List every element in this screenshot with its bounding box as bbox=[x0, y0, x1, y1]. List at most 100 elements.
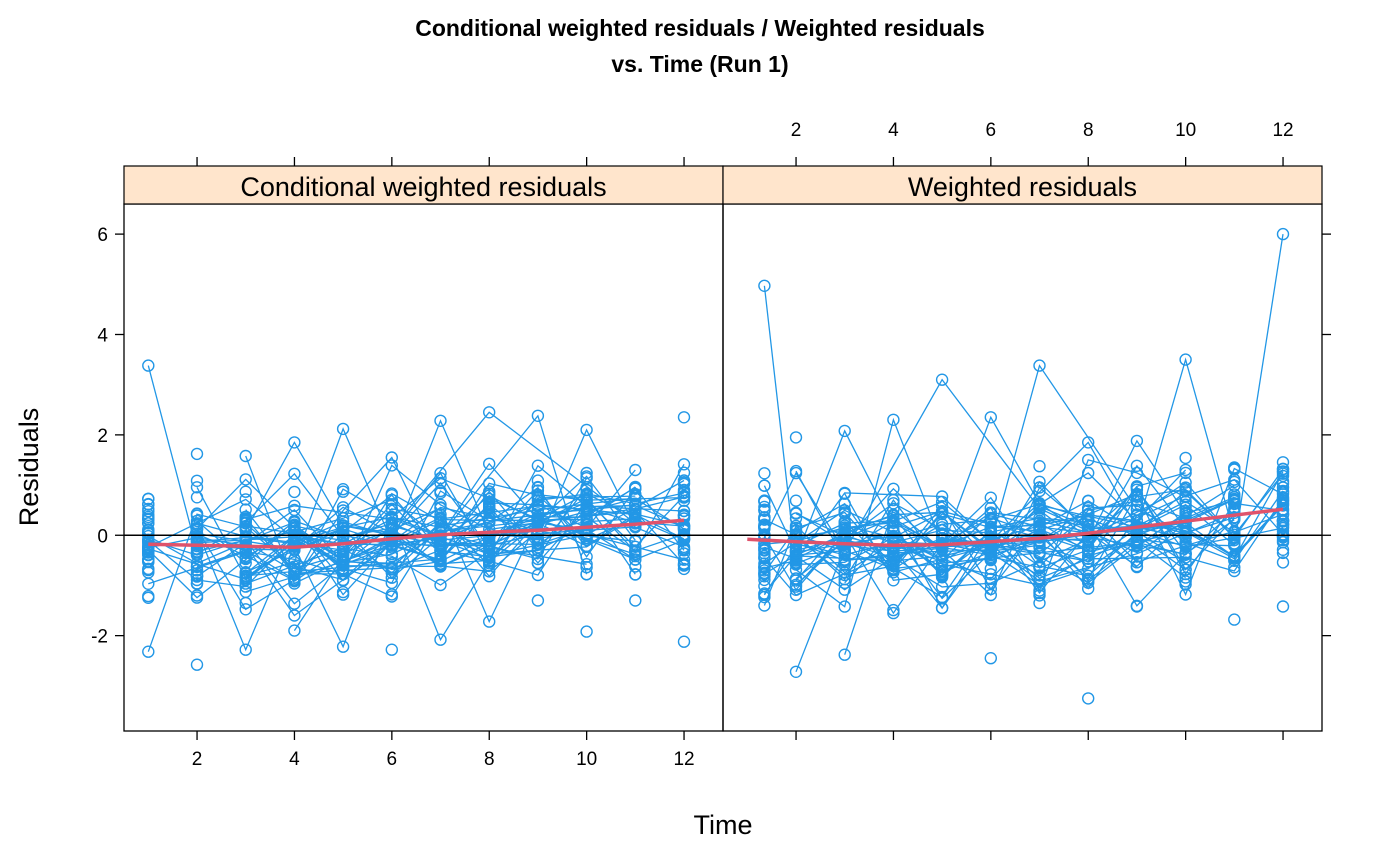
residual-point bbox=[580, 500, 593, 513]
residual-point bbox=[1179, 551, 1192, 564]
residual-point bbox=[239, 517, 252, 530]
residual-point bbox=[288, 436, 301, 449]
residual-point bbox=[483, 559, 496, 572]
residual-point bbox=[758, 479, 771, 492]
residual-point bbox=[758, 518, 771, 531]
residual-point bbox=[336, 483, 350, 496]
residual-point bbox=[1081, 562, 1095, 575]
residual-point bbox=[629, 482, 642, 495]
residual-point bbox=[1228, 539, 1241, 552]
tick-label: 6 bbox=[97, 225, 108, 246]
residual-point bbox=[984, 491, 997, 504]
residual-point bbox=[1033, 578, 1046, 592]
panel-frame bbox=[123, 203, 724, 732]
residual-point bbox=[984, 507, 997, 521]
residual-point bbox=[629, 560, 642, 573]
tick-label: 8 bbox=[484, 749, 495, 770]
residual-point bbox=[1033, 504, 1046, 517]
residual-point bbox=[336, 422, 350, 436]
smooth-trend-line bbox=[747, 507, 1284, 548]
tick-label: 0 bbox=[97, 526, 108, 547]
panel-frame bbox=[722, 203, 1323, 732]
residual-point bbox=[288, 597, 301, 610]
residual-point bbox=[1228, 494, 1241, 507]
residual-point bbox=[239, 552, 252, 566]
residual-point bbox=[1130, 434, 1144, 448]
residual-point bbox=[629, 463, 642, 477]
residual-point bbox=[531, 568, 545, 582]
residual-point bbox=[531, 556, 545, 570]
residual-point bbox=[336, 504, 350, 517]
panel-data-layer bbox=[722, 203, 1323, 732]
residual-point bbox=[434, 498, 447, 511]
residual-point bbox=[758, 587, 771, 600]
residual-point bbox=[887, 574, 900, 587]
residual-point bbox=[1033, 475, 1046, 488]
chart-title-line2: vs. Time (Run 1) bbox=[611, 51, 788, 77]
residual-point bbox=[677, 562, 691, 576]
residual-point bbox=[385, 566, 398, 580]
residual-point bbox=[758, 503, 771, 516]
residual-point bbox=[838, 507, 851, 520]
residual-point bbox=[142, 505, 155, 518]
residual-point bbox=[1276, 491, 1290, 504]
subject-profile-line bbox=[196, 478, 587, 584]
residual-point bbox=[580, 490, 593, 503]
residual-point bbox=[887, 516, 900, 529]
residual-point bbox=[385, 512, 398, 526]
residual-point bbox=[531, 474, 545, 487]
residual-point bbox=[531, 507, 545, 520]
residual-point bbox=[677, 491, 691, 504]
residual-point bbox=[580, 493, 593, 507]
residual-point bbox=[142, 555, 155, 569]
residual-point bbox=[1228, 554, 1241, 567]
residual-point bbox=[629, 548, 642, 561]
residual-point bbox=[935, 373, 949, 386]
residual-point bbox=[1033, 574, 1046, 588]
residual-point bbox=[531, 481, 545, 494]
residual-point bbox=[385, 487, 398, 500]
residual-point bbox=[984, 411, 997, 424]
residual-point bbox=[483, 477, 496, 490]
residual-point bbox=[984, 572, 997, 586]
residual-point bbox=[984, 513, 997, 526]
residual-point bbox=[789, 544, 803, 557]
residual-point bbox=[838, 568, 851, 582]
residual-point bbox=[483, 485, 496, 498]
residual-point bbox=[789, 466, 803, 480]
residual-point bbox=[789, 431, 803, 444]
residual-point bbox=[531, 409, 545, 422]
residual-point bbox=[531, 543, 545, 557]
residual-point bbox=[336, 585, 350, 599]
y-axis-title: Residuals bbox=[14, 408, 44, 527]
residual-point bbox=[580, 558, 593, 571]
residual-point bbox=[239, 577, 252, 590]
residual-point bbox=[758, 513, 771, 526]
residual-point bbox=[142, 492, 155, 506]
residual-point bbox=[239, 574, 252, 587]
residual-point bbox=[1179, 495, 1192, 508]
residual-point bbox=[677, 458, 691, 471]
panel-strip-label: Conditional weighted residuals bbox=[240, 172, 606, 202]
subject-profile-line bbox=[245, 462, 685, 549]
residual-point bbox=[984, 521, 997, 534]
residual-point bbox=[288, 573, 301, 586]
chart-title-line1: Conditional weighted residuals / Weighte… bbox=[415, 15, 985, 41]
residual-point bbox=[758, 279, 771, 292]
residual-point bbox=[1228, 561, 1241, 574]
residual-point bbox=[677, 504, 691, 518]
residual-point bbox=[935, 580, 949, 594]
residual-point bbox=[838, 648, 851, 661]
residual-point bbox=[1081, 508, 1095, 521]
tick-label: 6 bbox=[387, 749, 398, 770]
residual-point bbox=[483, 536, 496, 549]
residual-point bbox=[1130, 556, 1144, 569]
residual-point bbox=[1179, 485, 1192, 498]
residual-point bbox=[190, 658, 204, 671]
residual-point bbox=[336, 640, 350, 653]
residual-point bbox=[1228, 501, 1241, 515]
residual-point bbox=[1228, 526, 1241, 539]
subject-profile-line bbox=[844, 493, 1284, 581]
residual-point bbox=[1081, 530, 1095, 543]
residual-point bbox=[434, 539, 447, 552]
